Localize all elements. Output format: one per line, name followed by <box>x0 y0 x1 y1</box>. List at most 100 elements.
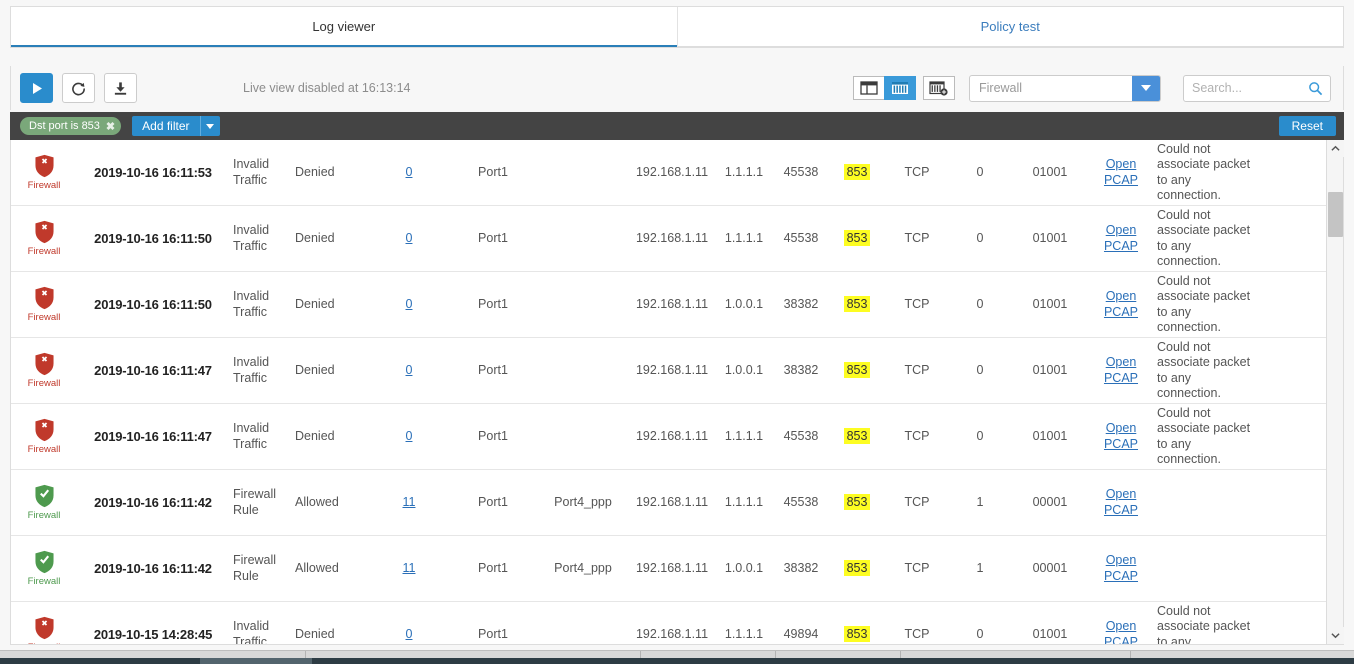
tab-divider <box>676 7 678 47</box>
open-pcap-link[interactable]: Open PCAP <box>1103 619 1139 644</box>
play-button[interactable] <box>20 73 53 103</box>
open-pcap-link[interactable]: Open PCAP <box>1103 487 1139 517</box>
scroll-up-icon[interactable] <box>1327 140 1344 157</box>
highlight-match: 853 <box>843 163 871 180</box>
open-pcap-cell[interactable]: Open PCAP <box>1089 157 1153 188</box>
source-ip-cell: 192.168.1.11 <box>635 164 709 179</box>
search-box[interactable] <box>1183 74 1331 102</box>
scroll-down-icon[interactable] <box>1327 627 1344 644</box>
split-view-button[interactable] <box>853 76 885 100</box>
rule-cell[interactable]: 0 <box>369 297 449 312</box>
rule-cell[interactable]: 0 <box>369 165 449 180</box>
refresh-icon <box>72 82 85 95</box>
open-pcap-cell[interactable]: Open PCAP <box>1089 421 1153 452</box>
table-row[interactable]: Firewall 2019-10-16 16:11:47 Invalid Traff… <box>11 338 1326 404</box>
source-ip-cell: 192.168.1.11 <box>635 560 709 575</box>
chevron-down-icon[interactable] <box>1132 75 1160 101</box>
chevron-down-icon[interactable] <box>199 116 220 136</box>
filter-chip-dst-port[interactable]: Dst port is 853 ✖ <box>20 117 122 135</box>
tab-policy-test[interactable]: Policy test <box>677 7 1343 47</box>
open-pcap-cell[interactable]: Open PCAP <box>1089 619 1153 644</box>
rule-link[interactable]: 0 <box>405 362 413 377</box>
rule-cell[interactable]: 0 <box>369 429 449 444</box>
reset-button[interactable]: Reset <box>1278 116 1336 136</box>
vertical-scrollbar[interactable] <box>1326 140 1344 644</box>
source-port-cell: 38382 <box>783 362 819 377</box>
rule-cell[interactable]: 11 <box>369 561 449 576</box>
rule-cell[interactable]: 0 <box>369 363 449 378</box>
interface-in-cell: Port1 <box>478 296 508 311</box>
rule-link[interactable]: 0 <box>405 296 413 311</box>
scrollbar-thumb[interactable] <box>1328 192 1343 237</box>
search-icon[interactable] <box>1308 81 1323 101</box>
table-row[interactable]: Firewall 2019-10-16 16:11:47 Invalid Traff… <box>11 404 1326 470</box>
table-row[interactable]: Firewall 2019-10-16 16:11:50 Invalid Traff… <box>11 206 1326 272</box>
open-pcap-link[interactable]: Open PCAP <box>1103 355 1139 385</box>
refresh-button[interactable] <box>62 73 95 103</box>
tab-log-viewer-label: Log viewer <box>312 18 376 34</box>
source-port-cell: 45538 <box>783 494 819 509</box>
open-pcap-link[interactable]: Open PCAP <box>1103 421 1139 451</box>
table-row[interactable]: Firewall 2019-10-16 16:11:42 Firewall Rule… <box>11 536 1326 602</box>
search-input[interactable] <box>1184 80 1299 96</box>
tab-log-viewer[interactable]: Log viewer <box>11 7 677 47</box>
protocol-cell: TCP <box>904 362 930 377</box>
close-icon[interactable]: ✖ <box>105 120 116 133</box>
action-cell: Denied <box>295 296 335 311</box>
category-cell: Firewall Rule <box>233 553 277 583</box>
view-mode-group <box>853 76 955 100</box>
rule-cell[interactable]: 0 <box>369 627 449 642</box>
taskbar-item[interactable] <box>200 658 312 664</box>
code-cell: 01001 <box>1032 230 1068 245</box>
table-row[interactable]: Firewall 2019-10-16 16:11:53 Invalid Traff… <box>11 140 1326 206</box>
open-pcap-cell[interactable]: Open PCAP <box>1089 553 1153 584</box>
log-source-select[interactable]: Firewall <box>969 74 1161 102</box>
table-row[interactable]: Firewall 2019-10-16 16:11:50 Invalid Traff… <box>11 272 1326 338</box>
open-pcap-link[interactable]: Open PCAP <box>1103 157 1139 187</box>
action-cell: Denied <box>295 362 335 377</box>
rule-link[interactable]: 0 <box>405 164 413 179</box>
rule-link[interactable]: 11 <box>402 560 416 575</box>
log-type-cell: Firewall <box>11 550 77 588</box>
rule-link[interactable]: 0 <box>405 230 413 245</box>
rule-cell[interactable]: 0 <box>369 231 449 246</box>
log-type-cell: Firewall <box>11 352 77 390</box>
log-type-cell: Firewall <box>11 286 77 324</box>
add-filter-button[interactable]: Add filter <box>132 116 220 136</box>
rule-cell[interactable]: 11 <box>369 495 449 510</box>
table-row[interactable]: Firewall 2019-10-15 14:28:45 Invalid Traff… <box>11 602 1326 644</box>
category-cell: Invalid Traffic <box>233 289 270 319</box>
download-button[interactable] <box>104 73 137 103</box>
rule-link[interactable]: 11 <box>402 494 416 509</box>
download-icon <box>114 81 127 95</box>
shield-deny-icon <box>34 154 54 177</box>
destination-port-cell: 853 <box>829 559 885 576</box>
rule-link[interactable]: 0 <box>405 428 413 443</box>
log-type-label: Firewall <box>27 179 61 191</box>
protocol-cell: TCP <box>904 164 930 179</box>
timestamp-cell: 2019-10-16 16:11:50 <box>94 230 212 246</box>
message-cell: Could not associate packet to any connec… <box>1157 406 1251 466</box>
highlight-match: 853 <box>843 625 871 642</box>
category-cell: Invalid Traffic <box>233 421 270 451</box>
open-pcap-cell[interactable]: Open PCAP <box>1089 487 1153 518</box>
source-port-cell: 49894 <box>783 626 819 641</box>
open-pcap-cell[interactable]: Open PCAP <box>1089 289 1153 320</box>
interface-out-cell: Port4_ppp <box>554 494 612 509</box>
open-pcap-link[interactable]: Open PCAP <box>1103 289 1139 319</box>
table-row[interactable]: Firewall 2019-10-16 16:11:42 Firewall Rule… <box>11 470 1326 536</box>
open-pcap-cell[interactable]: Open PCAP <box>1089 355 1153 386</box>
filter-bar: Dst port is 853 ✖ Add filter Reset <box>10 112 1344 140</box>
column-view-button[interactable] <box>884 76 916 100</box>
code-cell: 01001 <box>1032 296 1068 311</box>
add-column-view-button[interactable] <box>923 76 955 100</box>
open-pcap-link[interactable]: Open PCAP <box>1103 553 1139 583</box>
destination-port-cell: 853 <box>829 361 885 378</box>
message-cell: Could not associate packet to any connec… <box>1157 340 1251 400</box>
rule-link[interactable]: 0 <box>405 626 413 641</box>
highlight-match: 853 <box>843 559 871 576</box>
source-ip-cell: 192.168.1.11 <box>635 494 709 509</box>
open-pcap-link[interactable]: Open PCAP <box>1103 223 1139 253</box>
open-pcap-cell[interactable]: Open PCAP <box>1089 223 1153 254</box>
